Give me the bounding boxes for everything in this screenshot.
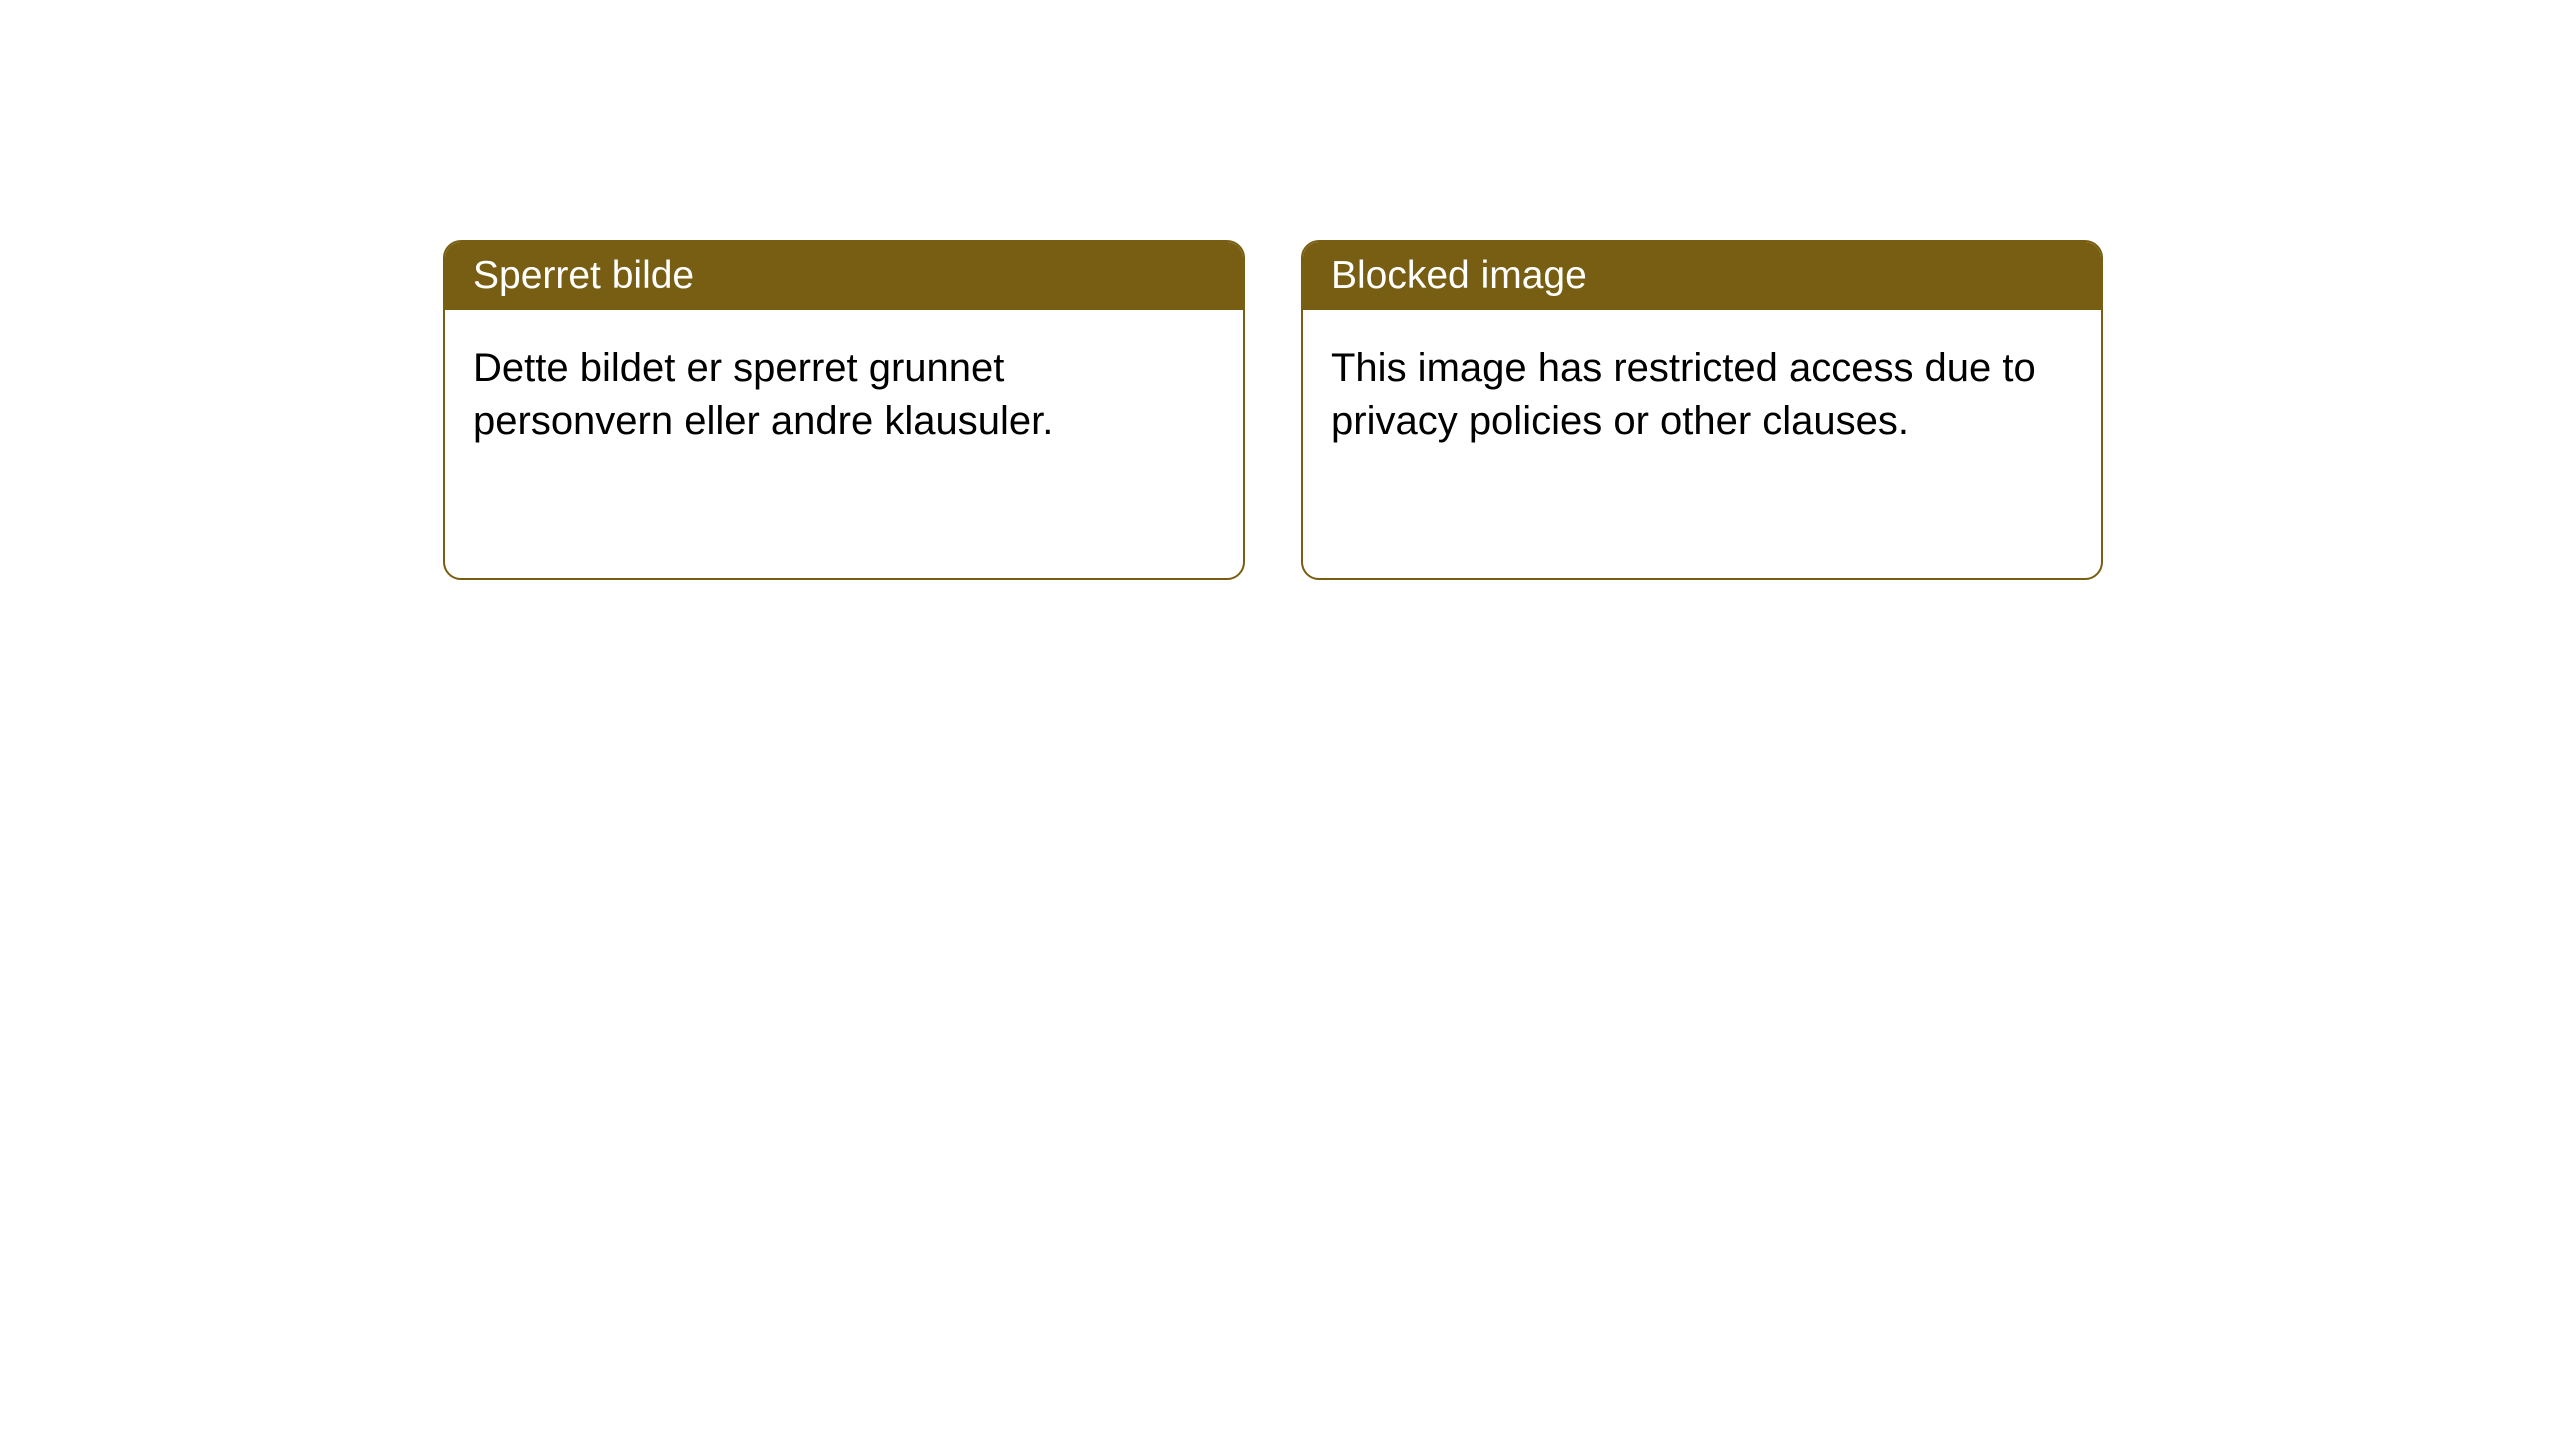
notice-header: Sperret bilde (445, 242, 1243, 310)
notice-body: This image has restricted access due to … (1303, 310, 2101, 578)
notice-card-norwegian: Sperret bilde Dette bildet er sperret gr… (443, 240, 1245, 580)
notice-container: Sperret bilde Dette bildet er sperret gr… (0, 0, 2560, 580)
notice-body-text: Dette bildet er sperret grunnet personve… (473, 346, 1053, 443)
notice-card-english: Blocked image This image has restricted … (1301, 240, 2103, 580)
notice-body: Dette bildet er sperret grunnet personve… (445, 310, 1243, 578)
notice-title: Sperret bilde (473, 254, 694, 297)
notice-title: Blocked image (1331, 254, 1587, 297)
notice-body-text: This image has restricted access due to … (1331, 346, 2036, 443)
notice-header: Blocked image (1303, 242, 2101, 310)
